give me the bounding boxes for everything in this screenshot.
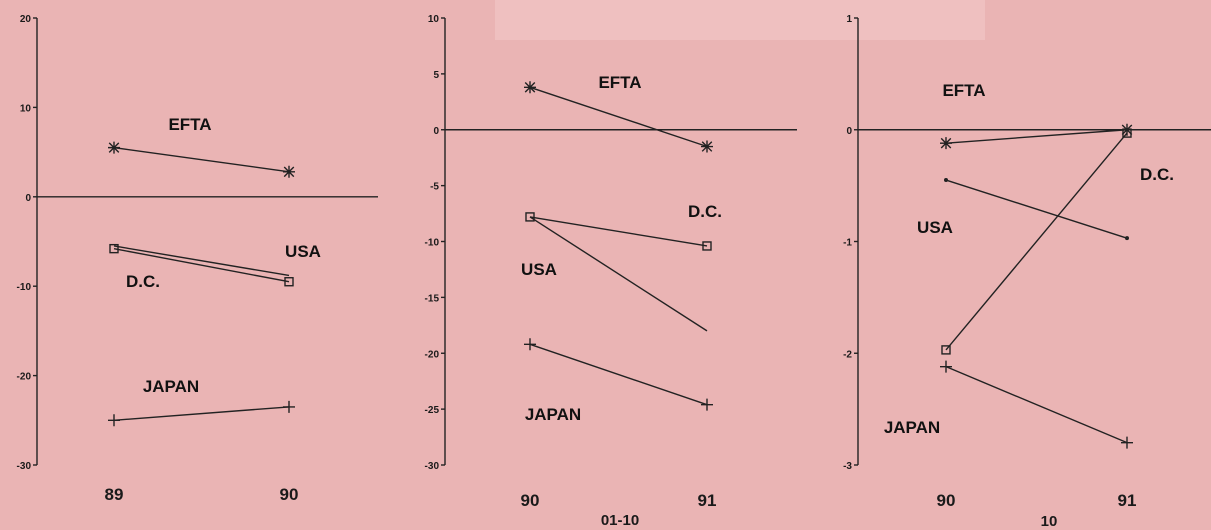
panel2-y-tick-label: -5 — [430, 182, 439, 193]
panel1-x-tick-label: 89 — [105, 485, 124, 504]
panel2-x-tick-label: 90 — [521, 491, 540, 510]
panel2-y-tick-label: -25 — [425, 405, 440, 416]
panel1-point-efta — [108, 141, 120, 154]
panel3-y-tick-label: -3 — [843, 461, 852, 472]
panel2-point-efta — [701, 140, 713, 153]
panel1-point-efta — [283, 165, 295, 178]
panel2-y-tick-label: -10 — [425, 238, 440, 249]
panel3-series-line-usa — [945, 179, 1128, 239]
panel3-x-tick-label: 91 — [1118, 491, 1137, 510]
panel2-series-line-japan — [529, 343, 708, 406]
panel2-point-efta — [524, 81, 536, 94]
panel2-point-japan — [524, 338, 536, 351]
panel2-series-line-dc — [529, 216, 708, 247]
panel2-point-dc — [525, 212, 535, 222]
panel2-y-tick-label: -30 — [425, 461, 440, 472]
panel1-series-line-usa — [113, 245, 290, 277]
panel3-series-line-japan — [945, 366, 1128, 444]
panel1-y-tick-label: 0 — [25, 193, 31, 204]
panel1-point-japan — [283, 400, 295, 413]
panel2-annotation: 01-10 — [601, 512, 639, 529]
panel1-point-japan — [108, 414, 120, 427]
panel2-series-line-efta — [529, 86, 708, 148]
panel1-series-label-efta: EFTA — [168, 115, 211, 134]
panel3-point-japan — [1121, 436, 1133, 449]
panel3-y-tick-label: 0 — [846, 126, 852, 137]
panel2-series-label-dc: D.C. — [688, 202, 722, 221]
panel3-y-tick-label: 1 — [846, 14, 852, 25]
panel3-point-dc — [1122, 128, 1132, 138]
panel2-point-dc — [702, 241, 712, 251]
panel1-series-line-japan — [113, 406, 290, 421]
panel3-series-line-efta — [945, 129, 1128, 144]
panel3-x-tick-label: 90 — [937, 491, 956, 510]
panel2-y-tick-label: 0 — [433, 126, 439, 137]
panel1-series-label-japan: JAPAN — [143, 377, 199, 396]
panel2-y-tick-label: -15 — [425, 293, 440, 304]
panel2-y-tick-label: 10 — [428, 14, 440, 25]
panel2-y-tick-label: -20 — [425, 349, 440, 360]
panel1-x-tick-label: 90 — [280, 485, 299, 504]
panel1-series-line-dc — [113, 247, 290, 283]
panel2-x-tick-label: 91 — [698, 491, 717, 510]
panel2-series-label-efta: EFTA — [598, 73, 641, 92]
panel1-point-dc — [109, 243, 119, 254]
panel3-point-usa — [1125, 236, 1129, 241]
panel1-y-tick-label: -10 — [17, 282, 32, 293]
panel3-series-label-usa: USA — [917, 218, 953, 237]
panel3-point-dc — [941, 345, 951, 355]
panel3-series-line-dc — [945, 132, 1128, 351]
panel2-series-line-usa — [529, 216, 708, 332]
background-highlight — [495, 0, 985, 40]
panel1-point-dc — [284, 277, 294, 287]
panel1-y-tick-label: -30 — [17, 461, 32, 472]
panel3-point-usa — [944, 178, 948, 183]
panel3-point-efta — [940, 137, 952, 150]
panel1-series-label-usa: USA — [285, 242, 321, 261]
panel1-y-tick-label: 10 — [20, 103, 32, 114]
panel3-y-tick-label: -2 — [843, 349, 852, 360]
panel3-series-label-japan: JAPAN — [884, 418, 940, 437]
panel2-point-japan — [701, 398, 713, 411]
panel1-series-line-efta — [113, 146, 290, 173]
panel1-series-label-dc: D.C. — [126, 272, 160, 291]
panel3-annotation: 10 — [1041, 513, 1058, 530]
panel1-y-tick-label: -20 — [17, 372, 32, 383]
panel2-series-label-japan: JAPAN — [525, 405, 581, 424]
panel3-series-label-efta: EFTA — [942, 81, 985, 100]
panel2-series-label-usa: USA — [521, 260, 557, 279]
panel1-y-tick-label: 20 — [20, 14, 32, 25]
panel3-point-japan — [940, 360, 952, 373]
panel2-y-tick-label: 5 — [433, 70, 439, 81]
panel3-y-tick-label: -1 — [843, 238, 852, 249]
panel3-series-label-dc: D.C. — [1140, 165, 1174, 184]
